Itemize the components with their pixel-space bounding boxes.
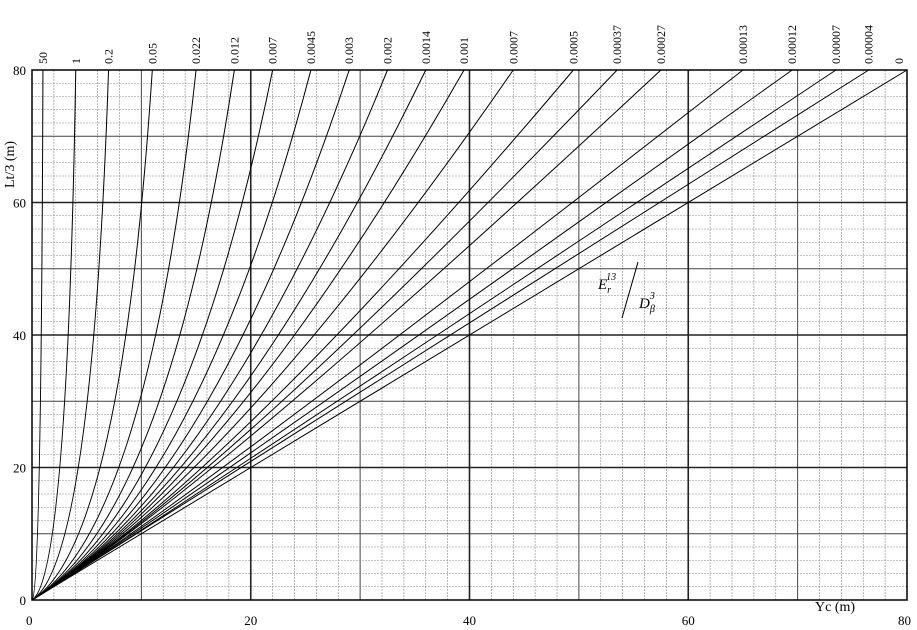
x-tick-label: 0 xyxy=(26,613,33,628)
curve-0.0014 xyxy=(31,69,427,601)
y-tick-labels: 0 20 40 60 80 xyxy=(13,63,26,608)
curve-label: 1 xyxy=(69,58,83,64)
curve-0.022 xyxy=(31,69,197,601)
formula-numerator-sub: r xyxy=(607,285,611,296)
curve-label: 50 xyxy=(36,52,50,64)
curve-0.002 xyxy=(31,69,388,601)
formula-denominator-sub: β xyxy=(649,304,655,315)
curve-0.007 xyxy=(31,69,274,601)
curve-0 xyxy=(31,69,908,601)
curve-label: 0.012 xyxy=(227,37,241,64)
curve-1 xyxy=(31,69,77,601)
svg-text:Er13: Er 13 xyxy=(597,272,616,296)
curve-label: 0.00004 xyxy=(862,25,876,64)
curve-label: 0.022 xyxy=(189,37,203,64)
curve-0.2 xyxy=(31,69,110,601)
curve-label: 0.0007 xyxy=(506,31,520,64)
curve-0.0007 xyxy=(31,69,514,601)
curve-0.003 xyxy=(31,69,350,601)
y-tick-label: 20 xyxy=(13,461,26,476)
x-axis-title: Yc (m) xyxy=(815,600,855,615)
formula-denominator-sup: 3 xyxy=(649,291,655,302)
curve-0.012 xyxy=(31,69,235,601)
formula-denominator: D xyxy=(638,296,650,312)
x-tick-label: 20 xyxy=(244,613,257,628)
curve-label: 0 xyxy=(892,58,906,64)
curve-label: 0.2 xyxy=(102,49,116,64)
curve-0.0045 xyxy=(31,69,312,601)
y-tick-label: 0 xyxy=(20,593,27,608)
curve-label: 0.002 xyxy=(380,37,394,64)
curve-label: 0.00012 xyxy=(785,25,799,64)
y-axis-title: Lt/3 (m) xyxy=(3,141,18,188)
curve-0.001 xyxy=(31,69,465,601)
curve-label: 0.00027 xyxy=(654,25,668,64)
curve-label: 0.001 xyxy=(457,37,471,64)
formula-numerator: E xyxy=(597,277,607,293)
curve-label: 0.00037 xyxy=(610,25,624,64)
curve-label: 0.003 xyxy=(342,37,356,64)
curve-label: 0.0005 xyxy=(566,31,580,64)
curve-label: 0.00007 xyxy=(829,25,843,64)
formula-slash xyxy=(621,261,639,319)
x-tick-label: 80 xyxy=(898,613,911,628)
curve-50 xyxy=(31,69,44,601)
x-tick-labels: 0 20 40 60 80 xyxy=(26,613,911,628)
major-grid xyxy=(32,70,907,600)
curve-0.05 xyxy=(31,69,153,601)
formula-numerator-sup: 13 xyxy=(606,272,616,283)
curve-label: 0.00013 xyxy=(736,25,750,64)
y-tick-label: 60 xyxy=(13,196,26,211)
curve-labels: 50 1 0.2 0.05 0.022 0.012 0.007 0.0045 0.003 0.00… xyxy=(36,25,906,64)
x-tick-label: 60 xyxy=(682,613,695,628)
curve-label: 0.007 xyxy=(266,37,280,64)
curve-label: 0.0014 xyxy=(419,31,433,64)
curve-0.00027 xyxy=(31,69,662,601)
svg-text:Dβ3: Dβ 3 xyxy=(638,291,655,315)
y-tick-label: 40 xyxy=(13,328,26,343)
curve-label: 0.0045 xyxy=(304,31,318,64)
x-tick-label: 40 xyxy=(463,613,476,628)
y-tick-label: 80 xyxy=(13,63,26,78)
formula-annotation: Er 13 Dβ 3 xyxy=(597,261,655,319)
plot-frame xyxy=(31,69,908,601)
curve-label: 0.05 xyxy=(145,43,159,64)
